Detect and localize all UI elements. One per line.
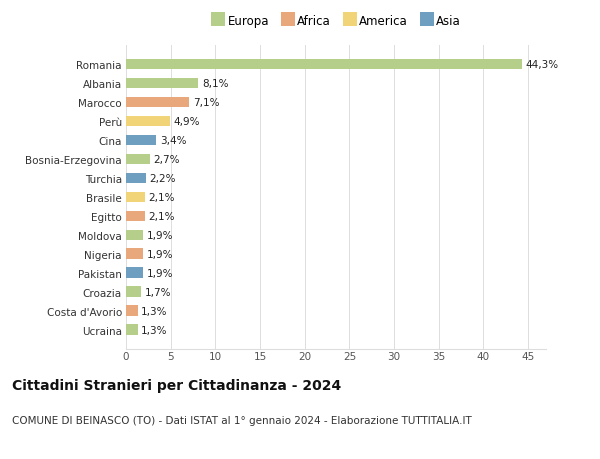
Text: 1,3%: 1,3% xyxy=(141,306,167,316)
Text: 2,1%: 2,1% xyxy=(148,211,175,221)
Bar xyxy=(126,60,522,70)
Bar xyxy=(126,268,143,278)
Bar xyxy=(126,230,143,241)
Text: 1,9%: 1,9% xyxy=(146,230,173,240)
Text: 1,3%: 1,3% xyxy=(141,325,167,335)
Text: 1,7%: 1,7% xyxy=(145,287,171,297)
Text: 8,1%: 8,1% xyxy=(202,79,229,89)
Bar xyxy=(126,249,143,259)
Bar xyxy=(126,325,137,335)
Text: 2,1%: 2,1% xyxy=(148,192,175,202)
Bar xyxy=(126,154,150,165)
Bar xyxy=(126,211,145,222)
Text: 44,3%: 44,3% xyxy=(526,60,559,70)
Bar xyxy=(126,78,199,89)
Text: 1,9%: 1,9% xyxy=(146,268,173,278)
Bar xyxy=(126,117,170,127)
Text: 7,1%: 7,1% xyxy=(193,98,220,108)
Text: 2,2%: 2,2% xyxy=(149,174,176,184)
Bar xyxy=(126,287,141,297)
Bar xyxy=(126,97,190,108)
Text: 3,4%: 3,4% xyxy=(160,135,187,146)
Text: Cittadini Stranieri per Cittadinanza - 2024: Cittadini Stranieri per Cittadinanza - 2… xyxy=(12,379,341,392)
Text: 4,9%: 4,9% xyxy=(173,117,200,127)
Bar xyxy=(126,135,157,146)
Bar xyxy=(126,173,146,184)
Text: 1,9%: 1,9% xyxy=(146,249,173,259)
Bar xyxy=(126,192,145,202)
Text: 2,7%: 2,7% xyxy=(154,155,180,164)
Bar xyxy=(126,306,137,316)
Text: COMUNE DI BEINASCO (TO) - Dati ISTAT al 1° gennaio 2024 - Elaborazione TUTTITALI: COMUNE DI BEINASCO (TO) - Dati ISTAT al … xyxy=(12,415,472,425)
Legend: Europa, Africa, America, Asia: Europa, Africa, America, Asia xyxy=(211,16,461,28)
